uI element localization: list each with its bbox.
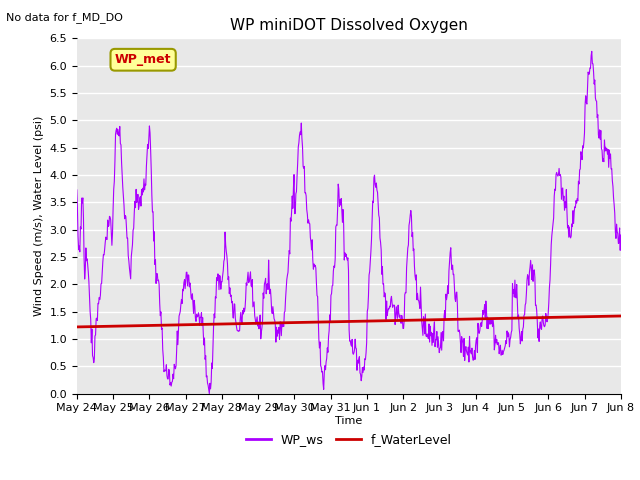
Text: WP_met: WP_met [115,53,172,66]
X-axis label: Time: Time [335,416,362,426]
Text: No data for f_MD_DO: No data for f_MD_DO [6,12,124,23]
Legend: WP_ws, f_WaterLevel: WP_ws, f_WaterLevel [241,428,457,451]
Y-axis label: Wind Speed (m/s), Water Level (psi): Wind Speed (m/s), Water Level (psi) [34,116,44,316]
Title: WP miniDOT Dissolved Oxygen: WP miniDOT Dissolved Oxygen [230,18,468,33]
